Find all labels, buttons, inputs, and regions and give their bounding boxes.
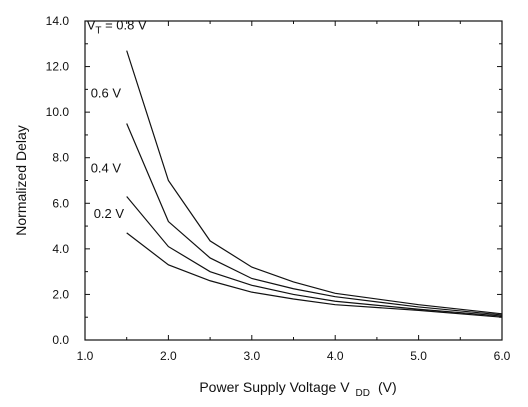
x-axis-label-main: Power Supply Voltage V	[199, 379, 350, 395]
x-axis-label-unit: (V)	[378, 379, 397, 395]
y-tick-label: 14.0	[46, 14, 70, 28]
series-label: VT = 0.8 V	[87, 18, 147, 37]
series-line	[126, 196, 503, 317]
y-tick-label: 12.0	[46, 60, 70, 74]
series-labels: VT = 0.8 V 0.6 V 0.4 V 0.2 V	[87, 18, 147, 221]
y-axis-label: Normalized Delay	[13, 125, 29, 235]
y-tick-label: 0.0	[52, 333, 69, 347]
series-label: 0.6 V	[91, 86, 122, 101]
x-tick-label: 1.0	[77, 349, 94, 363]
y-tick-label: 2.0	[52, 287, 69, 301]
x-axis-label-subscript: DD	[356, 388, 370, 399]
y-tick-label: 8.0	[52, 151, 69, 165]
series-line	[126, 123, 503, 316]
x-tick-label: 6.0	[494, 349, 511, 363]
x-axis-ticks: 1.0 2.0 3.0 4.0 5.0 6.0	[77, 21, 511, 363]
series-label: 0.4 V	[91, 160, 122, 175]
x-tick-label: 3.0	[243, 349, 260, 363]
series-label: 0.2 V	[94, 206, 125, 221]
series-line	[126, 232, 503, 318]
x-axis-label: Power Supply Voltage V DD (V)	[199, 379, 396, 399]
series-label-prefix: V	[87, 18, 96, 33]
x-tick-label: 2.0	[160, 349, 177, 363]
x-tick-label: 5.0	[410, 349, 427, 363]
series-line	[126, 50, 503, 315]
y-tick-label: 6.0	[52, 196, 69, 210]
series-label-text: = 0.8 V	[101, 18, 146, 33]
y-tick-label: 10.0	[46, 105, 70, 119]
plot-frame	[84, 20, 503, 341]
series-lines	[126, 50, 503, 318]
y-axis-ticks: 0.0 2.0 4.0 6.0 8.0 10.0 12.0 14.0	[46, 14, 502, 347]
series-label-subscript: T	[95, 26, 101, 37]
x-tick-label: 4.0	[327, 349, 344, 363]
y-tick-label: 4.0	[52, 242, 69, 256]
